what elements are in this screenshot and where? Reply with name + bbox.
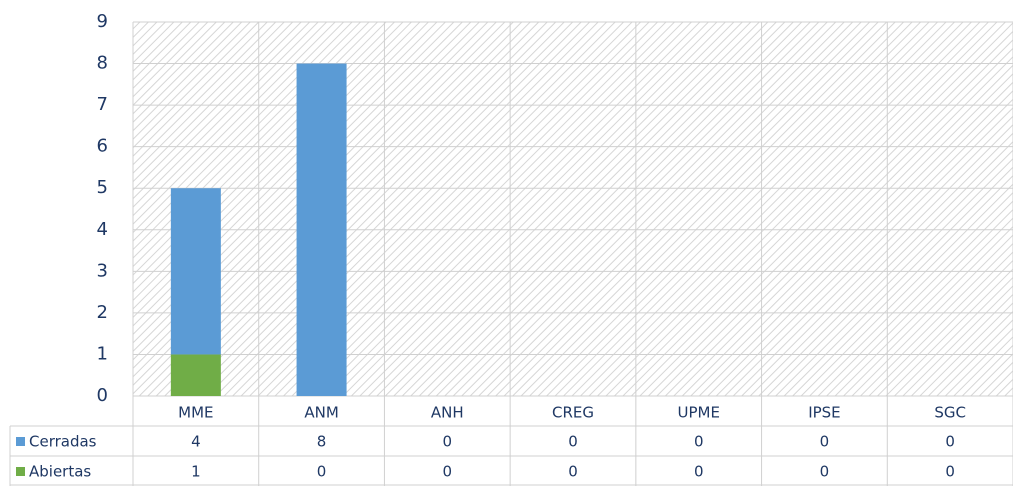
y-tick-label: 3 bbox=[97, 260, 108, 281]
x-tick-label: CREG bbox=[552, 404, 594, 422]
y-tick-label: 8 bbox=[97, 53, 108, 74]
y-tick-label: 0 bbox=[97, 385, 108, 406]
y-tick-label: 1 bbox=[97, 343, 108, 364]
table-value: 0 bbox=[568, 433, 578, 451]
table-value: 0 bbox=[568, 463, 578, 481]
table-value: 0 bbox=[945, 463, 955, 481]
y-tick-label: 2 bbox=[97, 302, 108, 323]
x-tick-label: MME bbox=[178, 404, 213, 422]
x-tick-label: IPSE bbox=[808, 404, 840, 422]
table-value: 0 bbox=[694, 433, 704, 451]
x-tick-label: ANH bbox=[431, 404, 464, 422]
y-tick-label: 7 bbox=[97, 94, 108, 115]
table-value: 1 bbox=[191, 463, 201, 481]
legend-key bbox=[16, 467, 25, 476]
table-value: 4 bbox=[191, 433, 201, 451]
y-tick-label: 6 bbox=[97, 136, 108, 157]
bar-segment bbox=[296, 63, 347, 397]
table-value: 0 bbox=[443, 463, 453, 481]
bar-segment bbox=[170, 188, 221, 355]
table-value: 8 bbox=[317, 433, 327, 451]
table-value: 0 bbox=[820, 463, 830, 481]
table-value: 0 bbox=[945, 433, 955, 451]
x-tick-label: SGC bbox=[934, 404, 966, 422]
legend-label: Abiertas bbox=[29, 463, 91, 481]
legend-label: Cerradas bbox=[29, 433, 97, 451]
bar-segment bbox=[170, 354, 221, 396]
plot-background bbox=[133, 22, 1013, 396]
y-tick-label: 4 bbox=[97, 219, 108, 240]
table-value: 0 bbox=[694, 463, 704, 481]
x-tick-label: ANM bbox=[304, 404, 338, 422]
y-tick-label: 9 bbox=[97, 11, 108, 32]
table-value: 0 bbox=[443, 433, 453, 451]
x-tick-label: UPME bbox=[677, 404, 719, 422]
y-tick-label: 5 bbox=[97, 177, 108, 198]
legend-key bbox=[16, 437, 25, 446]
table-value: 0 bbox=[317, 463, 327, 481]
table-value: 0 bbox=[820, 433, 830, 451]
